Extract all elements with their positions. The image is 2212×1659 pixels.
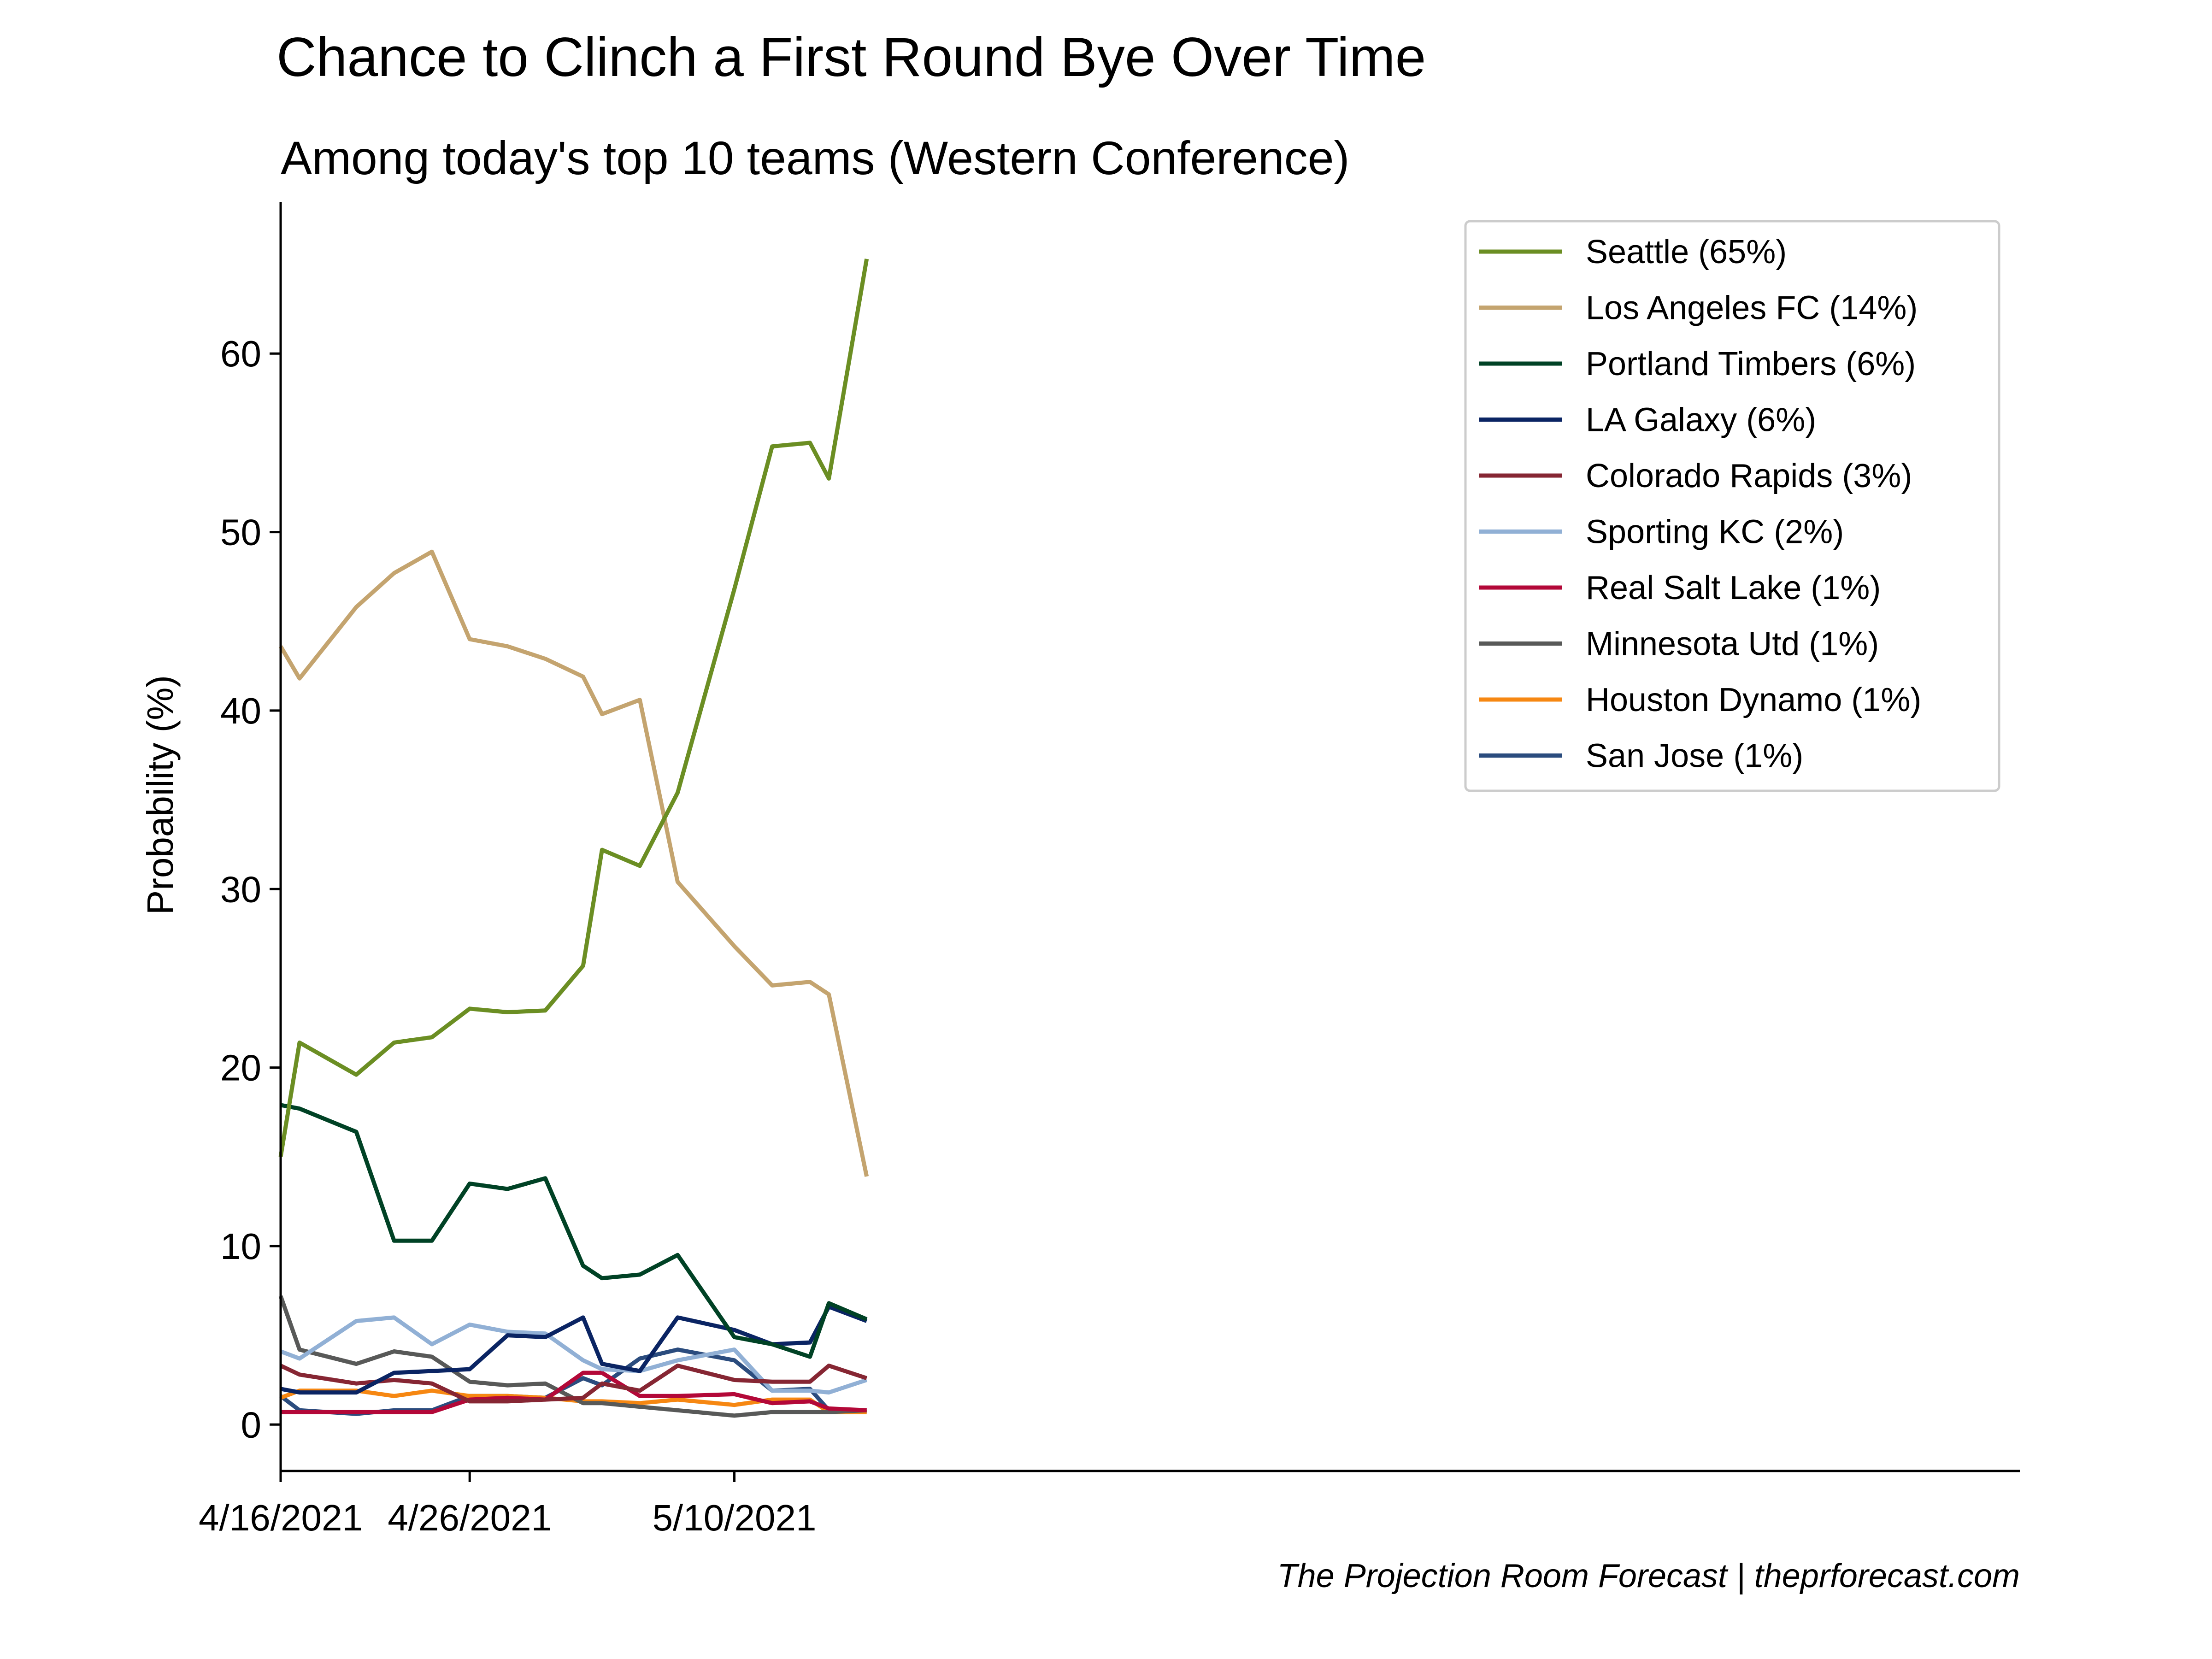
legend-label: Colorado Rapids (3%) [1586,458,1912,494]
series-line-1 [279,549,869,1177]
y-tick-label: 50 [220,512,261,553]
series-line-7 [278,1295,867,1418]
x-tick-label: 5/10/2021 [653,1497,817,1538]
y-tick-label: 30 [220,869,261,910]
legend-label: Houston Dynamo (1%) [1586,682,1921,718]
legend-label: Sporting KC (2%) [1586,514,1844,551]
y-tick-label: 60 [220,333,261,374]
x-tick-label: 4/26/2021 [388,1497,552,1538]
x-tick-label: 4/16/2021 [199,1497,363,1538]
series-line-5 [280,1315,868,1395]
source-credit: The Projection Room Forecast | theprfore… [1277,1558,2020,1594]
legend-label: Los Angeles FC (14%) [1586,290,1918,327]
series-line-0 [278,259,869,1158]
x-ticks: 4/16/2021 4/26/2021 5/10/2021 [199,1471,816,1538]
legend-frame [1464,220,2000,792]
chart-subtitle: Among today's top 10 teams (Western Conf… [281,132,1349,184]
axes [279,202,2020,1472]
legend-label: Seattle (65%) [1586,234,1787,271]
legend-label: Portland Timbers (6%) [1586,346,1916,382]
legend: Seattle (65%) Los Angeles FC (14%) Portlan… [1464,220,2000,792]
legend-label: Minnesota Utd (1%) [1586,626,1879,663]
y-tick-label: 10 [220,1226,261,1267]
series-line-3 [280,1305,868,1395]
chart-title: Chance to Clinch a First Round Bye Over … [276,26,1426,88]
y-tick-label: 20 [220,1047,261,1088]
series-lines [278,259,869,1418]
y-ticks: 0 10 20 30 40 50 60 [220,333,281,1445]
legend-label: San Jose (1%) [1586,738,1803,775]
legend-label: Real Salt Lake (1%) [1586,570,1881,606]
y-tick-label: 0 [241,1404,262,1445]
legend-label: LA Galaxy (6%) [1586,402,1816,439]
y-axis-label: Probability (%) [140,675,181,915]
y-tick-label: 40 [220,690,261,731]
series-line-2 [280,1103,868,1359]
series-line-6 [281,1371,867,1414]
